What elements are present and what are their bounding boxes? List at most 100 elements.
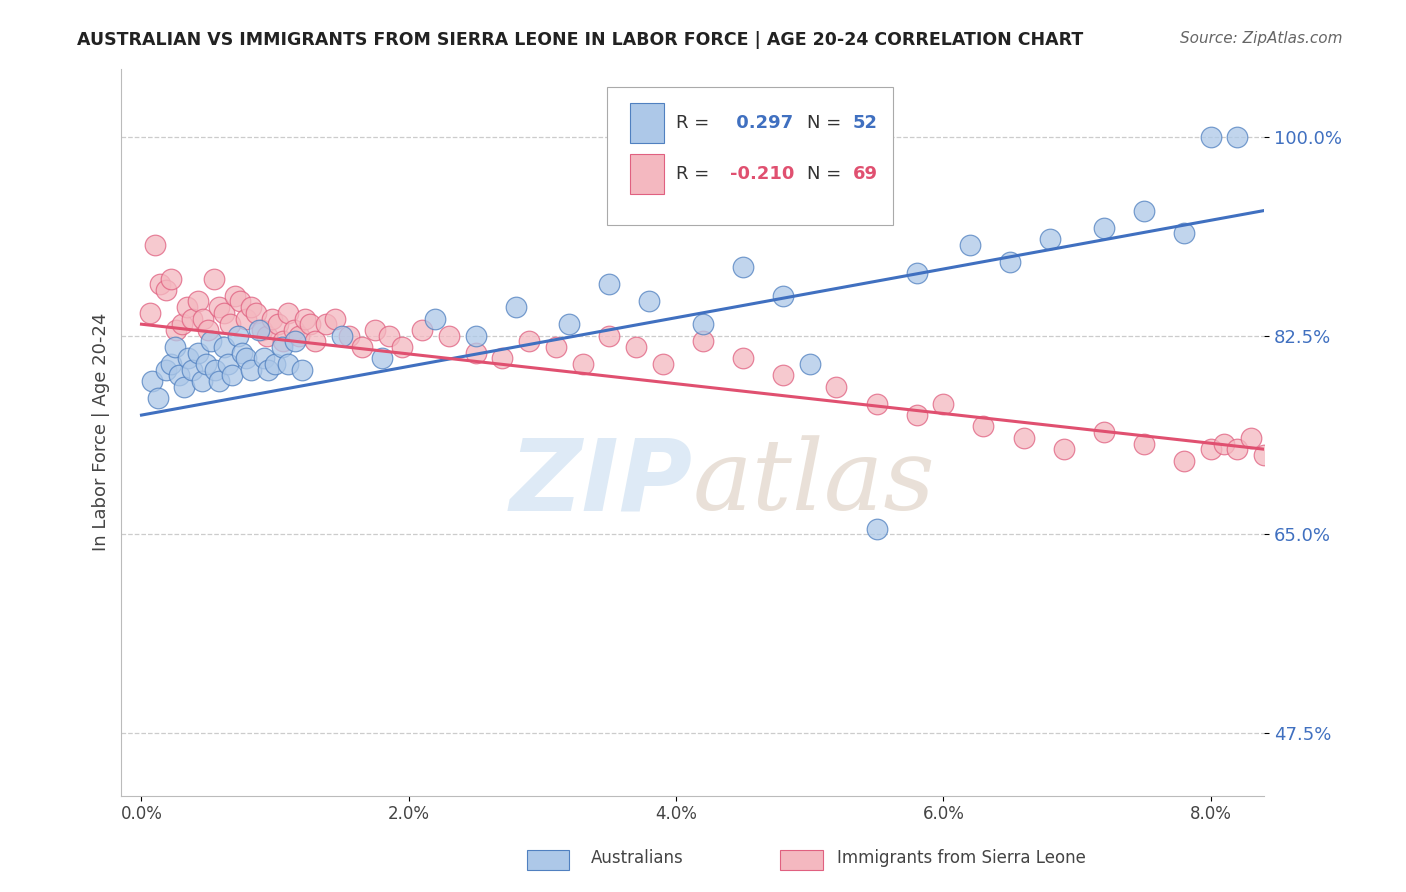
- Text: -0.210: -0.210: [731, 165, 794, 183]
- Point: [558, 317, 581, 331]
- Point: [1052, 442, 1074, 457]
- Point: [624, 340, 647, 354]
- Text: R =: R =: [676, 165, 714, 183]
- Point: [905, 408, 928, 422]
- Point: [1199, 129, 1222, 144]
- Text: Immigrants from Sierra Leone: Immigrants from Sierra Leone: [837, 849, 1085, 867]
- Point: [598, 277, 620, 292]
- Point: [905, 266, 928, 280]
- Point: [364, 323, 387, 337]
- Text: 69: 69: [852, 165, 877, 183]
- Point: [692, 317, 714, 331]
- Point: [204, 362, 226, 376]
- Point: [267, 317, 290, 331]
- Point: [288, 328, 311, 343]
- FancyBboxPatch shape: [630, 154, 664, 194]
- Point: [264, 357, 287, 371]
- Point: [865, 397, 887, 411]
- Point: [277, 357, 299, 371]
- Point: [772, 368, 794, 383]
- Point: [1199, 442, 1222, 457]
- Point: [391, 340, 413, 354]
- Point: [865, 522, 887, 536]
- Point: [271, 334, 294, 349]
- Y-axis label: In Labor Force | Age 20-24: In Labor Force | Age 20-24: [93, 313, 110, 551]
- Point: [200, 334, 222, 349]
- Point: [224, 289, 246, 303]
- Point: [284, 334, 307, 349]
- Point: [247, 323, 270, 337]
- Point: [197, 323, 219, 337]
- Point: [240, 362, 263, 376]
- Point: [208, 300, 231, 314]
- Point: [221, 368, 243, 383]
- Point: [262, 311, 284, 326]
- Point: [270, 340, 292, 354]
- Point: [177, 351, 200, 366]
- Point: [208, 374, 231, 388]
- Point: [141, 374, 163, 388]
- Text: N =: N =: [807, 114, 846, 132]
- Text: atlas: atlas: [693, 435, 935, 531]
- Point: [959, 237, 981, 252]
- Point: [437, 328, 460, 343]
- Point: [143, 237, 166, 252]
- Point: [277, 306, 299, 320]
- Point: [149, 277, 172, 292]
- Point: [1173, 453, 1195, 467]
- Point: [1213, 436, 1236, 450]
- Point: [315, 317, 337, 331]
- Point: [240, 300, 263, 314]
- FancyBboxPatch shape: [607, 87, 893, 225]
- Point: [256, 328, 278, 343]
- Point: [464, 328, 486, 343]
- Point: [517, 334, 540, 349]
- Point: [772, 289, 794, 303]
- Point: [350, 340, 373, 354]
- Point: [235, 351, 257, 366]
- Point: [173, 380, 195, 394]
- Text: R =: R =: [676, 114, 714, 132]
- Point: [371, 351, 394, 366]
- Point: [187, 294, 209, 309]
- Point: [176, 300, 198, 314]
- Point: [323, 311, 346, 326]
- Point: [167, 368, 190, 383]
- Point: [972, 419, 994, 434]
- Point: [544, 340, 567, 354]
- Point: [1173, 227, 1195, 241]
- Point: [214, 306, 236, 320]
- Point: [1253, 448, 1275, 462]
- Point: [163, 340, 186, 354]
- Point: [464, 345, 486, 359]
- Point: [1226, 442, 1249, 457]
- Point: [202, 271, 225, 285]
- Point: [160, 357, 183, 371]
- Point: [1133, 436, 1156, 450]
- Point: [1092, 220, 1115, 235]
- Point: [998, 254, 1021, 268]
- Point: [190, 374, 212, 388]
- Point: [571, 357, 593, 371]
- Text: Source: ZipAtlas.com: Source: ZipAtlas.com: [1180, 31, 1343, 46]
- Point: [155, 362, 177, 376]
- Point: [731, 260, 754, 275]
- Point: [337, 328, 360, 343]
- Point: [155, 283, 177, 297]
- Point: [799, 357, 821, 371]
- Point: [160, 271, 183, 285]
- Point: [1226, 129, 1249, 144]
- Point: [165, 323, 187, 337]
- Point: [304, 334, 326, 349]
- Point: [226, 328, 249, 343]
- Text: Australians: Australians: [591, 849, 683, 867]
- Point: [294, 311, 316, 326]
- Point: [283, 323, 305, 337]
- Point: [218, 317, 240, 331]
- Point: [425, 311, 447, 326]
- FancyBboxPatch shape: [630, 103, 664, 143]
- Point: [191, 311, 214, 326]
- Point: [217, 357, 239, 371]
- Text: ZIP: ZIP: [510, 434, 693, 532]
- Point: [181, 311, 204, 326]
